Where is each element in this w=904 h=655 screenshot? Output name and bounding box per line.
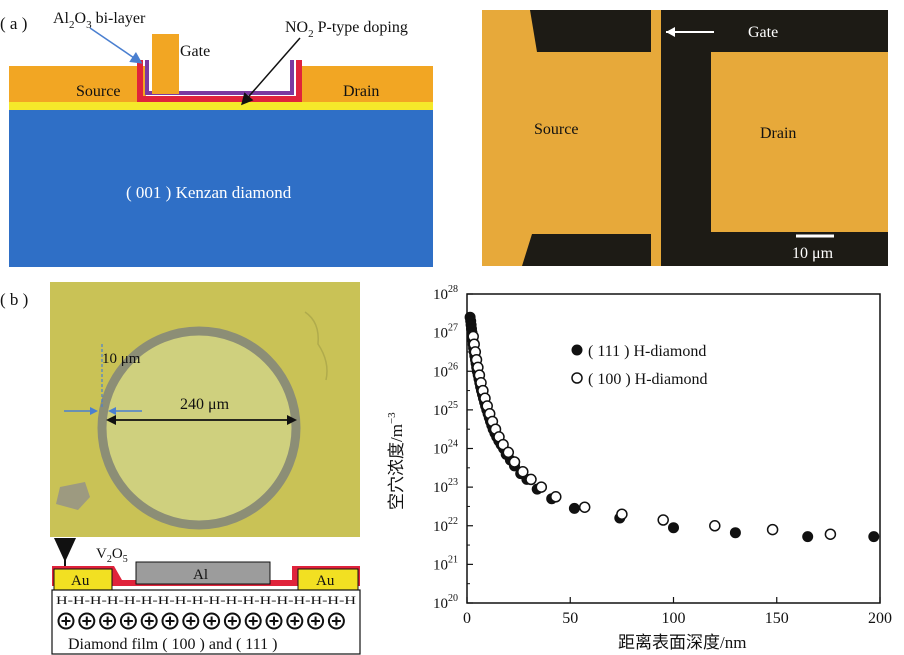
plot-frame xyxy=(466,293,881,604)
y-tick-label: 1023 xyxy=(433,477,458,496)
y-tick-label: 1020 xyxy=(433,593,458,612)
diameter-arrowhead-right xyxy=(287,415,297,425)
data-point-100 xyxy=(497,438,509,451)
y-tick-label: 1028 xyxy=(433,284,458,303)
ring-width-label: 10 μm xyxy=(102,351,141,367)
data-point-100 xyxy=(766,523,779,536)
source-contact xyxy=(9,66,146,102)
ring-width-arrowhead-left xyxy=(90,407,98,415)
hole-charge-row xyxy=(57,612,345,630)
drain-pad xyxy=(711,52,888,232)
drain-contact xyxy=(296,66,433,102)
au-left-label: Au xyxy=(71,573,90,589)
doping-arrow xyxy=(241,37,301,106)
y-tick-label: 1025 xyxy=(433,400,458,419)
micrograph-source-label: Source xyxy=(534,121,578,138)
x-tick-label: 200 xyxy=(868,610,892,627)
data-point-111 xyxy=(868,531,880,543)
gate-finger xyxy=(651,10,661,266)
micrograph-gate-label: Gate xyxy=(748,24,778,41)
x-tick-label: 100 xyxy=(662,610,686,627)
fet-cross-section-schematic: Gate Source Drain ( 001 ) Kenzan diamond… xyxy=(9,10,433,267)
au-right-label: Au xyxy=(316,573,335,589)
al2o3-bilayer-line xyxy=(145,60,294,95)
circular-ring-electrode xyxy=(97,326,301,530)
data-point-111 xyxy=(568,502,580,514)
al-contact xyxy=(135,561,271,585)
diamond-substrate xyxy=(9,110,433,267)
x-axis-label: 距离表面深度/nm xyxy=(618,633,746,652)
al2o3-label: Al2O3 bi-layer xyxy=(53,10,146,31)
y-tick-label: 1027 xyxy=(433,323,458,342)
source-label: Source xyxy=(76,83,120,100)
probe-tip xyxy=(54,538,76,562)
p-type-layer xyxy=(9,102,433,110)
diameter-arrowhead-left xyxy=(106,415,116,425)
y-tick-label: 1021 xyxy=(433,554,458,573)
legend-label-111: ( 111 ) H-diamond xyxy=(588,343,706,360)
data-point-111 xyxy=(802,531,814,543)
legend-marker-111 xyxy=(571,344,583,356)
x-tick-label: 50 xyxy=(562,610,578,627)
no2-doping-line xyxy=(137,60,302,102)
drain-label: Drain xyxy=(343,83,379,100)
micrograph-gate-arrowhead xyxy=(666,27,675,37)
no2-doping-label: NO2 P-type doping xyxy=(285,19,408,40)
legend-label-100: ( 100 ) H-diamond xyxy=(588,371,708,388)
y-tick-label: 1024 xyxy=(433,439,458,458)
diameter-label: 240 μm xyxy=(180,396,230,413)
scale-bar-label: 10 μm xyxy=(792,245,834,262)
data-point-100 xyxy=(578,501,591,513)
surface-scratch xyxy=(304,311,328,381)
ring-device-cross-section: V2O5 Au Al Au H-H-H-H-H-H-H-H-H-H-H-H-H-… xyxy=(51,538,361,655)
hydrogen-termination-row: H-H-H-H-H-H-H-H-H-H-H-H-H-H-H-H-H-H xyxy=(56,593,356,607)
data-points xyxy=(464,311,880,543)
y-tick-label: 1026 xyxy=(433,361,458,380)
x-tick-label: 0 xyxy=(463,610,471,627)
fet-optical-micrograph: Gate Source Drain 10 μm xyxy=(482,10,888,266)
x-tick-label: 150 xyxy=(765,610,789,627)
gate-electrode xyxy=(152,34,179,94)
diamond-film-label: Diamond film ( 100 ) and ( 111 ) xyxy=(68,636,277,653)
y-tick-label: 1022 xyxy=(433,516,458,535)
data-point-100 xyxy=(616,508,628,520)
data-point-100 xyxy=(550,491,562,503)
data-point-100 xyxy=(657,514,669,526)
data-point-100 xyxy=(517,465,529,478)
substrate-label: ( 001 ) Kenzan diamond xyxy=(126,183,292,202)
x-axis-ticks: 0 50 100 150 200 xyxy=(463,597,892,627)
source-pad xyxy=(482,10,652,266)
data-point-100 xyxy=(525,473,537,486)
panel-b-label: ( b ) xyxy=(0,290,29,309)
data-point-111 xyxy=(729,527,741,539)
hole-concentration-chart: 1028 1027 1026 1025 1024 1023 1022 1021 1020 0 50… xyxy=(386,284,892,652)
data-point-111 xyxy=(668,522,679,534)
data-point-100 xyxy=(502,446,515,459)
ring-optical-micrograph: 10 μm 240 μm xyxy=(50,282,360,537)
v2o5-layer xyxy=(52,566,360,586)
gate-label: Gate xyxy=(180,43,210,60)
y-axis-ticks: 1028 1027 1026 1025 1024 1023 1022 1021 1020 xyxy=(433,284,473,612)
panel-a-label: ( a ) xyxy=(0,14,28,33)
data-point-100 xyxy=(824,528,837,540)
y-axis-label: 空穴浓度/m−3 xyxy=(386,412,406,510)
al-label: Al xyxy=(193,567,208,583)
micrograph-drain-label: Drain xyxy=(760,125,796,142)
data-point-100 xyxy=(535,481,548,493)
legend-marker-100 xyxy=(571,372,583,384)
debris-spot xyxy=(56,482,90,510)
data-point-100 xyxy=(709,520,721,532)
al2o3-arrow xyxy=(89,27,143,64)
data-point-100 xyxy=(508,456,521,468)
ring-width-arrowhead-right xyxy=(108,407,116,415)
v2o5-label: V2O5 xyxy=(96,546,128,565)
